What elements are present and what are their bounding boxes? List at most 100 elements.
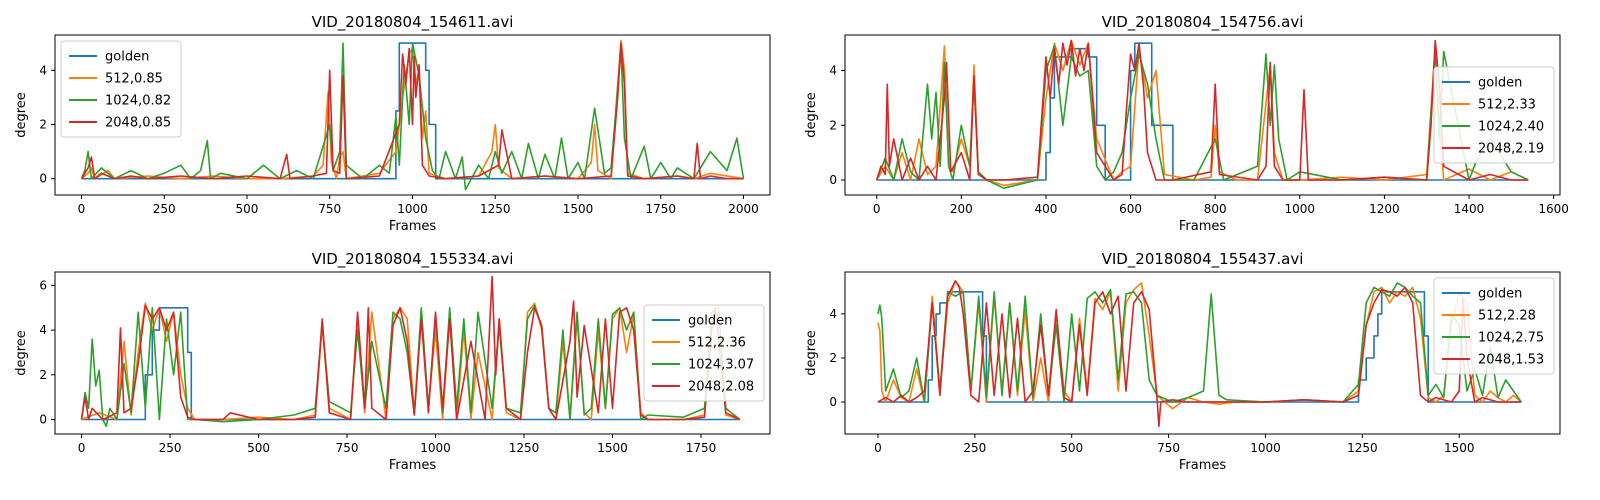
series-line-2048 xyxy=(80,275,741,421)
legend: golden 512,2.28 1024,2.75 2048,1.53 xyxy=(1433,277,1555,375)
y-tick-label: 0 xyxy=(829,173,837,187)
legend-entry: 2048,2.19 xyxy=(1478,142,1544,157)
series-line-2048 xyxy=(875,39,1529,181)
x-tick-label: 750 xyxy=(336,441,359,455)
x-tick-label: 1250 xyxy=(1347,441,1378,455)
legend-entry: golden xyxy=(1478,287,1522,302)
legend-box xyxy=(643,304,765,402)
y-tick-label: 4 xyxy=(829,307,837,321)
series-line-golden xyxy=(81,307,740,421)
legend-box xyxy=(1433,277,1555,375)
x-axis-label: Frames xyxy=(1179,219,1227,234)
y-tick-label: 4 xyxy=(39,63,47,77)
axes-frame xyxy=(844,34,1561,196)
x-tick-label: 0 xyxy=(873,202,881,216)
x-axis-label: Frames xyxy=(389,458,437,473)
x-tick-label: 0 xyxy=(78,441,86,455)
x-tick-label: 1000 xyxy=(1285,202,1316,216)
x-tick-label: 1500 xyxy=(563,202,594,216)
legend-box xyxy=(60,40,182,138)
y-tick-label: 4 xyxy=(39,323,47,337)
x-tick-label: 1000 xyxy=(397,202,428,216)
y-tick-label: 2 xyxy=(829,351,837,365)
y-axis-label: degree xyxy=(14,92,29,138)
x-tick-label: 1750 xyxy=(686,441,717,455)
x-tick-label: 1600 xyxy=(1538,202,1569,216)
x-tick-label: 1500 xyxy=(1444,441,1475,455)
x-tick-label: 1500 xyxy=(597,441,628,455)
y-tick-label: 2 xyxy=(829,118,837,132)
x-tick-label: 500 xyxy=(236,202,259,216)
y-axis-label: degree xyxy=(14,330,29,376)
y-axis-label: degree xyxy=(804,92,819,138)
legend-entry: 2048,1.53 xyxy=(1478,353,1544,368)
legend: golden 512,0.85 1024,0.82 2048,0.85 xyxy=(60,40,182,138)
x-tick-label: 600 xyxy=(1119,202,1142,216)
legend-entry: 1024,3.07 xyxy=(688,358,754,373)
series-line-512 xyxy=(877,280,1522,410)
subplot-3: 0 250 500 750 1000 1250 1500 1750 0 2 4 6 VID_201808… xyxy=(14,250,771,473)
y-tick-label: 0 xyxy=(39,172,47,186)
x-tick-label: 2000 xyxy=(728,202,759,216)
x-tick-label: 1750 xyxy=(645,202,676,216)
x-tick-label: 1250 xyxy=(480,202,511,216)
series-line-2048 xyxy=(877,280,1522,428)
legend-entry: 2048,0.85 xyxy=(105,116,171,131)
legend-entry: 512,0.85 xyxy=(105,72,163,87)
subplot-4: 0 250 500 750 1000 1250 1500 0 2 4 VID_20180804_15… xyxy=(804,250,1561,473)
x-tick-label: 0 xyxy=(78,202,86,216)
x-tick-label: 750 xyxy=(1157,441,1180,455)
x-tick-label: 1200 xyxy=(1369,202,1400,216)
legend-entry: 1024,0.82 xyxy=(105,94,171,109)
x-tick-label: 1400 xyxy=(1454,202,1485,216)
axes-frame xyxy=(844,271,1561,435)
x-tick-label: 500 xyxy=(1060,441,1083,455)
y-tick-label: 0 xyxy=(829,395,837,409)
y-tick-label: 0 xyxy=(39,412,47,426)
x-axis-label: Frames xyxy=(1179,458,1227,473)
legend-entry: golden xyxy=(688,314,732,329)
x-tick-label: 400 xyxy=(1035,202,1058,216)
series-line-1024 xyxy=(80,304,741,427)
chart-title: VID_20180804_155437.avi xyxy=(1102,250,1304,269)
axes-frame xyxy=(54,271,771,435)
series-line-golden xyxy=(81,42,744,180)
chart-title: VID_20180804_155334.avi xyxy=(312,250,514,269)
chart-title: VID_20180804_154756.avi xyxy=(1102,13,1304,32)
legend-entry: 512,2.33 xyxy=(1478,98,1536,113)
subplot-1: 0 250 500 750 1000 1250 1500 1750 2000 0 2 4 VID_201… xyxy=(14,13,771,234)
x-tick-label: 750 xyxy=(318,202,341,216)
x-tick-label: 250 xyxy=(159,441,182,455)
y-tick-label: 4 xyxy=(829,64,837,78)
legend: golden 512,2.33 1024,2.40 2048,2.19 xyxy=(1433,66,1555,164)
x-axis-label: Frames xyxy=(389,219,437,234)
x-tick-label: 0 xyxy=(874,441,882,455)
y-tick-label: 2 xyxy=(39,117,47,131)
x-tick-label: 1000 xyxy=(420,441,451,455)
legend: golden 512,2.36 1024,3.07 2048,2.08 xyxy=(643,304,765,402)
y-tick-label: 6 xyxy=(39,278,47,292)
chart-title: VID_20180804_154611.avi xyxy=(312,13,514,32)
series-line-1024 xyxy=(877,282,1522,403)
x-tick-label: 250 xyxy=(153,202,176,216)
legend-entry: golden xyxy=(105,50,149,65)
legend-entry: 1024,2.40 xyxy=(1478,120,1544,135)
series-line-golden xyxy=(876,42,1529,181)
legend-entry: 2048,2.08 xyxy=(688,380,754,395)
series-line-2048 xyxy=(80,42,744,180)
legend-box xyxy=(1433,66,1555,164)
x-tick-label: 1250 xyxy=(509,441,540,455)
subplot-2: 0 200 400 600 800 1000 1200 1400 1600 0 2 4 VID_2018… xyxy=(804,13,1569,234)
legend-entry: golden xyxy=(1478,76,1522,91)
y-tick-label: 2 xyxy=(39,368,47,382)
legend-entry: 512,2.28 xyxy=(1478,309,1536,324)
x-tick-label: 1000 xyxy=(1250,441,1281,455)
series-line-1024 xyxy=(80,42,745,191)
x-tick-label: 500 xyxy=(247,441,270,455)
x-tick-label: 800 xyxy=(1204,202,1227,216)
x-tick-label: 200 xyxy=(950,202,973,216)
legend-entry: 512,2.36 xyxy=(688,336,746,351)
y-axis-label: degree xyxy=(804,330,819,376)
x-tick-label: 250 xyxy=(963,441,986,455)
